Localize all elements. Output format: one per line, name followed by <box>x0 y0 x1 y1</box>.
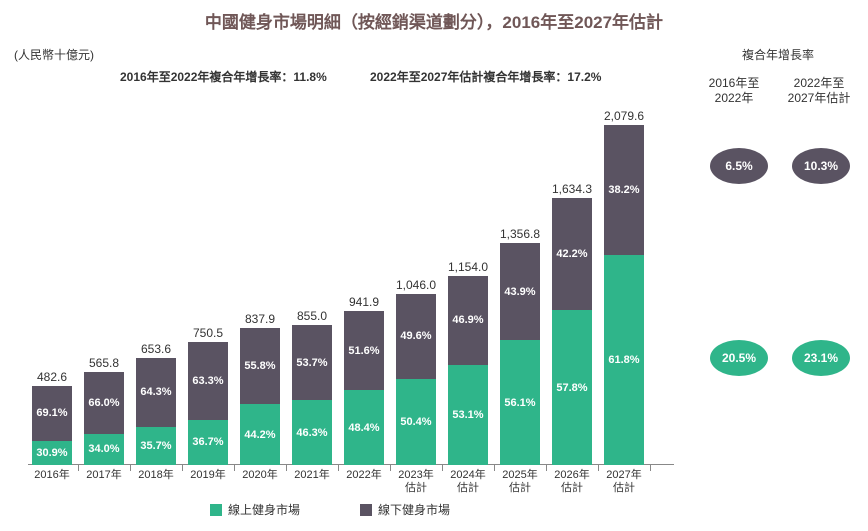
bar-10: 57.8%42.2%1,634.3 <box>552 198 592 465</box>
legend-item-online: 線上健身市場 <box>210 501 300 518</box>
bar-8-total: 1,154.0 <box>448 260 488 274</box>
bar-5-xlabel: 2021年 <box>286 469 338 482</box>
cagr-oval-offline-1: 6.5% <box>710 148 768 184</box>
legend-label-online: 線上健身市場 <box>228 501 300 518</box>
bar-5: 46.3%53.7%855.0 <box>292 325 332 465</box>
bar-10-online: 57.8% <box>552 310 592 465</box>
bar-8-xlabel: 2024年估計 <box>442 469 494 495</box>
cagr-col-2-l2: 2027年估計 <box>776 91 862 106</box>
bar-4: 44.2%55.8%837.9 <box>240 328 280 465</box>
bar-9-total: 1,356.8 <box>500 227 540 241</box>
bar-11-offline: 38.2% <box>604 125 644 255</box>
bar-4-xlabel: 2020年 <box>234 469 286 482</box>
bar-10-total: 1,634.3 <box>552 182 592 196</box>
bar-3: 36.7%63.3%750.5 <box>188 342 228 465</box>
bar-7-offline: 49.6% <box>396 294 436 379</box>
y-axis-label: (人民幣十億元) <box>14 46 94 63</box>
bar-11: 61.8%38.2%2,079.6 <box>604 125 644 465</box>
cagr-col-1-l2: 2022年 <box>694 91 774 106</box>
legend-swatch-online <box>210 504 222 516</box>
cagr-col-1-label: 2016年至 2022年 <box>694 76 774 106</box>
bar-9-online: 56.1% <box>500 340 540 465</box>
tick-11 <box>650 465 651 471</box>
bar-0-xlabel: 2016年 <box>26 469 78 482</box>
bar-7: 50.4%49.6%1,046.0 <box>396 294 436 465</box>
bar-7-total: 1,046.0 <box>396 278 436 292</box>
bar-3-total: 750.5 <box>188 326 228 340</box>
bar-2-offline: 64.3% <box>136 358 176 427</box>
cagr-note-2016-2022: 2016年至2022年複合年增長率：11.8% <box>120 68 327 85</box>
bar-10-xlabel: 2026年估計 <box>546 469 598 495</box>
bar-6-online: 48.4% <box>344 390 384 465</box>
cagr-oval-offline-2: 10.3% <box>792 148 850 184</box>
chart-title: 中國健身市場明細（按經銷渠道劃分），2016年至2027年估計 <box>10 8 858 33</box>
bar-4-online: 44.2% <box>240 404 280 465</box>
cagr-oval-online-2: 23.1% <box>792 340 850 376</box>
bar-0: 30.9%69.1%482.6 <box>32 386 72 465</box>
cagr-col-2-l1: 2022年至 <box>776 76 862 91</box>
bar-7-xlabel: 2023年估計 <box>390 469 442 495</box>
bar-11-xlabel: 2027年估計 <box>598 469 650 495</box>
bar-4-offline: 55.8% <box>240 328 280 405</box>
bar-5-total: 855.0 <box>292 309 332 323</box>
cagr-col-2-label: 2022年至 2027年估計 <box>776 76 862 106</box>
bar-6-xlabel: 2022年 <box>338 469 390 482</box>
bar-6-total: 941.9 <box>344 295 384 309</box>
bar-9-xlabel: 2025年估計 <box>494 469 546 495</box>
bar-5-online: 46.3% <box>292 400 332 465</box>
legend-swatch-offline <box>360 504 372 516</box>
bar-1-offline: 66.0% <box>84 372 124 433</box>
bar-3-xlabel: 2019年 <box>182 469 234 482</box>
legend: 線上健身市場 線下健身市場 <box>210 501 450 518</box>
cagr-oval-online-1: 20.5% <box>710 340 768 376</box>
bar-0-offline: 69.1% <box>32 386 72 441</box>
bar-7-online: 50.4% <box>396 379 436 465</box>
bar-9: 56.1%43.9%1,356.8 <box>500 243 540 465</box>
legend-item-offline: 線下健身市場 <box>360 501 450 518</box>
legend-label-offline: 線下健身市場 <box>378 501 450 518</box>
bar-0-total: 482.6 <box>32 370 72 384</box>
bar-0-online: 30.9% <box>32 441 72 465</box>
bar-2-total: 653.6 <box>136 342 176 356</box>
bar-5-offline: 53.7% <box>292 325 332 400</box>
bar-10-offline: 42.2% <box>552 198 592 311</box>
bar-chart: 30.9%69.1%482.62016年34.0%66.0%565.82017年… <box>28 105 674 465</box>
bar-3-offline: 63.3% <box>188 342 228 420</box>
cagr-header: 複合年增長率 <box>700 46 856 63</box>
cagr-note-2022-2027: 2022年至2027年估計複合年增長率：17.2% <box>370 68 601 85</box>
bar-1: 34.0%66.0%565.8 <box>84 372 124 465</box>
bar-8: 53.1%46.9%1,154.0 <box>448 276 488 465</box>
bar-11-online: 61.8% <box>604 255 644 465</box>
bar-2: 35.7%64.3%653.6 <box>136 358 176 465</box>
bar-2-xlabel: 2018年 <box>130 469 182 482</box>
bar-9-offline: 43.9% <box>500 243 540 340</box>
cagr-col-1-l1: 2016年至 <box>694 76 774 91</box>
bar-4-total: 837.9 <box>240 312 280 326</box>
bar-8-offline: 46.9% <box>448 276 488 365</box>
bar-6: 48.4%51.6%941.9 <box>344 311 384 465</box>
bar-8-online: 53.1% <box>448 365 488 465</box>
bar-1-total: 565.8 <box>84 356 124 370</box>
bar-1-xlabel: 2017年 <box>78 469 130 482</box>
bar-1-online: 34.0% <box>84 434 124 465</box>
bar-11-total: 2,079.6 <box>604 109 644 123</box>
bar-2-online: 35.7% <box>136 427 176 465</box>
bar-3-online: 36.7% <box>188 420 228 465</box>
bar-6-offline: 51.6% <box>344 311 384 391</box>
